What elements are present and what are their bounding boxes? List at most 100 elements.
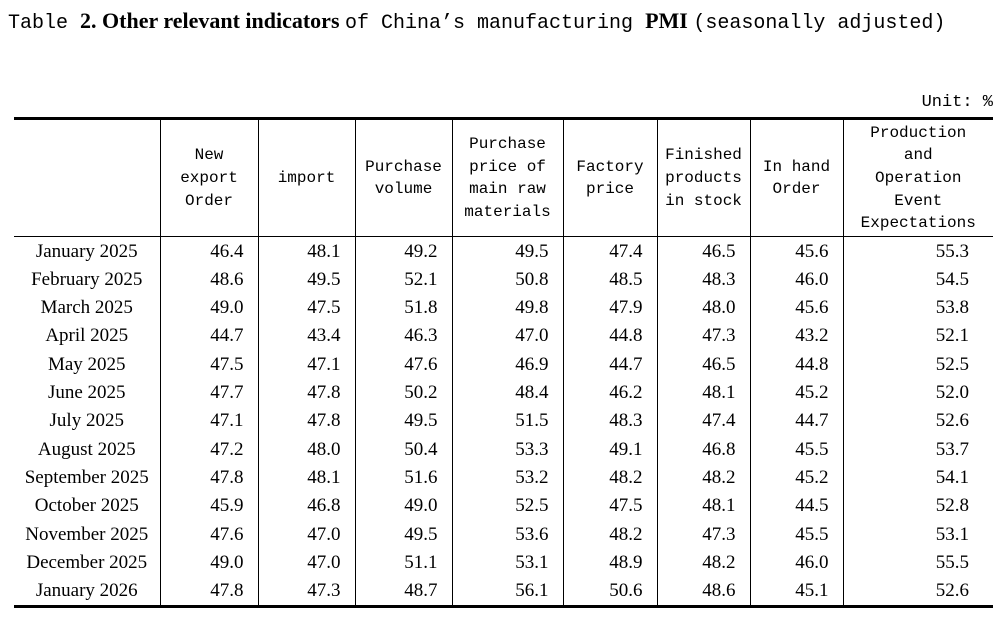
cell-value: 53.7 bbox=[842, 435, 993, 464]
cell-value: 54.5 bbox=[842, 265, 993, 294]
row-label: November 2025 bbox=[14, 520, 161, 549]
cell-value: 49.1 bbox=[562, 435, 658, 464]
row-label: March 2025 bbox=[14, 293, 161, 323]
cell-value: 52.0 bbox=[842, 378, 993, 408]
cell-value: 48.6 bbox=[159, 265, 259, 294]
column-header: Factory price bbox=[562, 118, 658, 238]
cell-value: 48.1 bbox=[257, 236, 356, 266]
cell-value: 48.1 bbox=[656, 492, 751, 521]
cell-value: 51.6 bbox=[354, 463, 453, 493]
cell-value: 52.6 bbox=[842, 407, 993, 436]
column-header: New export Order bbox=[159, 118, 259, 238]
cell-value: 47.9 bbox=[562, 293, 658, 323]
row-label: June 2025 bbox=[14, 378, 161, 408]
cell-value: 49.5 bbox=[451, 236, 564, 266]
row-label: December 2025 bbox=[14, 548, 161, 577]
cell-value: 48.3 bbox=[562, 407, 658, 436]
row-label: May 2025 bbox=[14, 350, 161, 379]
cell-value: 47.0 bbox=[257, 520, 356, 549]
cell-value: 52.1 bbox=[354, 265, 453, 294]
cell-value: 45.5 bbox=[749, 435, 844, 464]
cell-value: 47.8 bbox=[159, 463, 259, 493]
cell-value: 44.7 bbox=[749, 407, 844, 436]
cell-value: 55.5 bbox=[842, 548, 993, 577]
row-label-column-header bbox=[14, 118, 161, 238]
cell-value: 48.9 bbox=[562, 548, 658, 577]
cell-value: 53.1 bbox=[842, 520, 993, 549]
cell-value: 48.6 bbox=[656, 576, 751, 607]
cell-value: 47.6 bbox=[159, 520, 259, 549]
cell-value: 51.5 bbox=[451, 407, 564, 436]
row-label: August 2025 bbox=[14, 435, 161, 464]
cell-value: 46.5 bbox=[656, 236, 751, 266]
cell-value: 47.8 bbox=[257, 378, 356, 408]
cell-value: 50.8 bbox=[451, 265, 564, 294]
cell-value: 49.0 bbox=[159, 293, 259, 323]
cell-value: 47.6 bbox=[354, 350, 453, 379]
table-row: August 2025 47.2 48.0 50.4 53.3 49.1 46.8 45.5 5… bbox=[14, 435, 993, 464]
cell-value: 53.6 bbox=[451, 520, 564, 549]
cell-value: 45.2 bbox=[749, 463, 844, 493]
table-row: January 2026 47.8 47.3 48.7 56.1 50.6 48.6 45.1… bbox=[14, 576, 993, 607]
cell-value: 47.5 bbox=[257, 293, 356, 323]
cell-value: 55.3 bbox=[842, 236, 993, 266]
cell-value: 48.2 bbox=[562, 520, 658, 549]
cell-value: 51.1 bbox=[354, 548, 453, 577]
document-page: Table 2. Other relevant indicators of Ch… bbox=[0, 6, 994, 609]
table-row: June 2025 47.7 47.8 50.2 48.4 46.2 48.1 45.2 52.… bbox=[14, 378, 993, 408]
cell-value: 53.1 bbox=[451, 548, 564, 577]
table-row: July 2025 47.1 47.8 49.5 51.5 48.3 47.4 44.7 52.… bbox=[14, 407, 993, 436]
cell-value: 45.2 bbox=[749, 378, 844, 408]
cell-value: 47.4 bbox=[562, 236, 658, 266]
cell-value: 49.2 bbox=[354, 236, 453, 266]
cell-value: 48.1 bbox=[656, 378, 751, 408]
cell-value: 48.5 bbox=[562, 265, 658, 294]
cell-value: 46.5 bbox=[656, 350, 751, 379]
row-label: April 2025 bbox=[14, 322, 161, 351]
cell-value: 44.5 bbox=[749, 492, 844, 521]
row-label: July 2025 bbox=[14, 407, 161, 436]
cell-value: 47.8 bbox=[257, 407, 356, 436]
cell-value: 50.2 bbox=[354, 378, 453, 408]
column-header: In hand Order bbox=[749, 118, 844, 238]
cell-value: 52.1 bbox=[842, 322, 993, 351]
row-label: January 2025 bbox=[14, 236, 161, 266]
cell-value: 52.6 bbox=[842, 576, 993, 607]
table-row: March 2025 49.0 47.5 51.8 49.8 47.9 48.0 45.6 53… bbox=[14, 293, 993, 323]
table-row: November 2025 47.6 47.0 49.5 53.6 48.2 47.3 45.… bbox=[14, 520, 993, 549]
title-suffix: (seasonally adjusted) bbox=[693, 12, 946, 35]
cell-value: 44.8 bbox=[562, 322, 658, 351]
table-row: April 2025 44.7 43.4 46.3 47.0 44.8 47.3 43.2 52… bbox=[14, 322, 993, 351]
cell-value: 54.1 bbox=[842, 463, 993, 493]
cell-value: 47.0 bbox=[257, 548, 356, 577]
cell-value: 52.5 bbox=[451, 492, 564, 521]
table-row: February 2025 48.6 49.5 52.1 50.8 48.5 48.3 46.… bbox=[14, 265, 993, 294]
row-label: February 2025 bbox=[14, 265, 161, 294]
column-header: Purchase price of main raw materials bbox=[451, 118, 564, 238]
table-row: December 2025 49.0 47.0 51.1 53.1 48.9 48.2 46.… bbox=[14, 548, 993, 577]
cell-value: 50.4 bbox=[354, 435, 453, 464]
column-header: Production and Operation Event Expectati… bbox=[842, 118, 993, 238]
table-header: New export Order import Purchase volume Pur… bbox=[14, 118, 993, 238]
cell-value: 46.0 bbox=[749, 265, 844, 294]
cell-value: 52.5 bbox=[842, 350, 993, 379]
cell-value: 56.1 bbox=[451, 576, 564, 607]
cell-value: 48.2 bbox=[656, 463, 751, 493]
cell-value: 44.8 bbox=[749, 350, 844, 379]
cell-value: 49.5 bbox=[354, 407, 453, 436]
cell-value: 47.0 bbox=[451, 322, 564, 351]
cell-value: 45.1 bbox=[749, 576, 844, 607]
table-row: October 2025 45.9 46.8 49.0 52.5 47.5 48.1 44.5… bbox=[14, 492, 993, 521]
cell-value: 43.2 bbox=[749, 322, 844, 351]
cell-value: 50.6 bbox=[562, 576, 658, 607]
cell-value: 48.2 bbox=[656, 548, 751, 577]
header-row: New export Order import Purchase volume Pur… bbox=[14, 118, 993, 238]
cell-value: 45.6 bbox=[749, 236, 844, 266]
title-pmi-bold: PMI bbox=[645, 8, 694, 33]
title-main-bold: 2. Other relevant indicators bbox=[80, 8, 346, 33]
cell-value: 46.8 bbox=[656, 435, 751, 464]
cell-value: 44.7 bbox=[562, 350, 658, 379]
cell-value: 47.5 bbox=[159, 350, 259, 379]
cell-value: 53.2 bbox=[451, 463, 564, 493]
cell-value: 48.0 bbox=[257, 435, 356, 464]
